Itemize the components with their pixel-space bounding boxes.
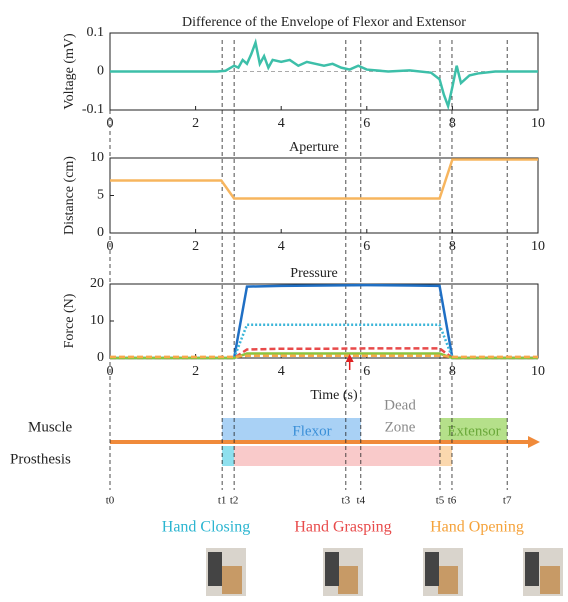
x-tick-label: 2 [192,116,199,131]
y-tick-label: 10 [90,313,104,328]
y-tick-label: 20 [90,276,104,291]
series-line [110,356,538,357]
y-axis-label: Distance (cm) [62,156,77,235]
chart-title: Difference of the Envelope of Flexor and… [182,15,466,30]
x-tick-label: 4 [278,116,285,131]
dead-zone-label: Zone [385,419,416,435]
figure: Muscle Prosthesis Hand Closing Hand Gras… [0,0,568,602]
series-line [110,43,538,107]
time-marker-label: t5 [436,495,445,507]
y-axis-label: Force (N) [62,293,77,348]
y-tick-label: -0.1 [82,102,104,117]
prosthesis-bar [234,446,440,466]
time-marker-label: t1 [218,495,227,507]
y-tick-label: 10 [90,150,104,165]
phase-label: Hand Grasping [294,519,391,536]
y-tick-label: 0 [97,64,104,79]
x-tick-label: 0 [107,239,114,254]
y-tick-label: 0.1 [87,25,105,40]
time-marker-label: t4 [357,495,366,507]
plot-area [110,158,538,233]
x-tick-label: 8 [449,239,456,254]
flexor-label: Flexor [292,423,331,439]
time-marker-label: t3 [342,495,351,507]
time-marker-label: t6 [448,495,457,507]
extensor-label: Extensor [447,423,500,439]
x-tick-label: 10 [531,239,545,254]
prosthesis-bar [440,446,452,466]
x-axis-label: Time (s) [310,388,358,403]
series-line [110,160,538,199]
x-tick-label: 4 [278,364,285,379]
time-marker-label: t2 [230,495,239,507]
x-tick-label: 8 [449,116,456,131]
time-marker-label: t7 [503,495,512,507]
x-tick-label: 6 [363,116,370,131]
plot-area [110,284,538,358]
phase-label: Hand Opening [430,519,524,536]
x-tick-label: 10 [531,116,545,131]
y-tick-label: 0 [97,350,104,365]
y-tick-label: 5 [97,188,104,203]
x-tick-label: 2 [192,239,199,254]
dead-zone-label: Dead [384,397,416,413]
x-tick-label: 0 [107,116,114,131]
photos [206,548,563,596]
x-tick-label: 4 [278,239,285,254]
x-tick-label: 6 [363,239,370,254]
x-tick-label: 6 [363,364,370,379]
row-label: Muscle [28,419,73,435]
time-marker-label: t0 [106,495,115,507]
row-label: Prosthesis [10,451,71,467]
timeline-arrowhead [528,436,540,448]
series-line [110,285,538,358]
x-tick-label: 2 [192,364,199,379]
phase-label: Hand Closing [162,519,250,536]
chart-title: Aperture [289,140,339,155]
y-tick-label: 0 [97,225,104,240]
chart-title: Pressure [290,266,337,281]
x-tick-label: 0 [107,364,114,379]
x-tick-label: 8 [449,364,456,379]
prosthesis-bar [222,446,234,466]
x-tick-label: 10 [531,364,545,379]
y-axis-label: Voltage (mV) [62,33,77,110]
